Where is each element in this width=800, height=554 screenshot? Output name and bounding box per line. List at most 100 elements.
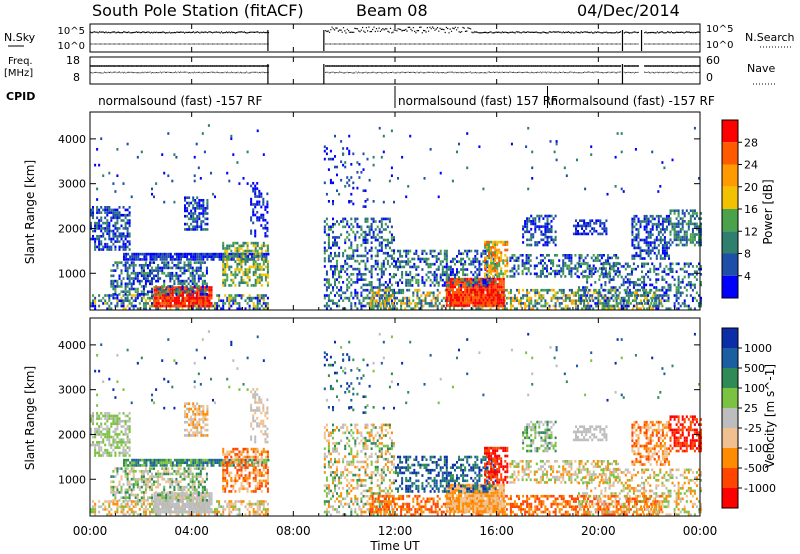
power-cell xyxy=(366,294,369,297)
power-cell xyxy=(490,269,493,273)
power-cell xyxy=(98,221,101,225)
power-cell xyxy=(332,288,335,292)
power-cell xyxy=(187,307,190,311)
power-cell xyxy=(544,214,547,218)
power-cell xyxy=(254,268,257,271)
power-cell xyxy=(482,252,485,256)
power-cell xyxy=(655,214,658,218)
power-cell xyxy=(630,273,633,276)
power-cell xyxy=(651,241,654,244)
power-cell xyxy=(560,275,563,278)
power-cell xyxy=(112,208,115,212)
power-cell xyxy=(681,222,684,226)
power-cell xyxy=(167,255,170,259)
power-cell xyxy=(700,302,703,305)
power-cell xyxy=(201,287,204,291)
power-cell xyxy=(252,307,255,311)
power-cell xyxy=(92,304,95,308)
power-cell xyxy=(665,228,668,231)
power-cell xyxy=(140,293,143,296)
power-cell xyxy=(114,269,117,272)
power-cell xyxy=(558,269,561,273)
power-cell xyxy=(198,212,201,215)
power-cell xyxy=(202,252,205,256)
power-cell xyxy=(342,281,345,284)
power-cell xyxy=(530,214,533,218)
power-cell xyxy=(527,254,530,257)
power-cell xyxy=(528,304,531,308)
power-cell xyxy=(374,238,377,242)
power-cell xyxy=(584,275,587,278)
velocity-cell xyxy=(124,502,127,506)
power-cell xyxy=(142,307,145,311)
power-cell xyxy=(675,230,678,234)
power-cell xyxy=(122,182,125,185)
power-cell xyxy=(460,304,463,307)
power-cell xyxy=(663,249,666,252)
power-cell xyxy=(606,296,609,300)
power-cell xyxy=(393,265,396,268)
power-cell xyxy=(254,195,257,198)
power-cell xyxy=(323,230,326,234)
power-cell xyxy=(408,304,411,308)
power-cell xyxy=(134,290,137,294)
power-cell xyxy=(631,230,634,234)
power-cell xyxy=(100,137,103,141)
power-cell xyxy=(611,307,614,311)
power-cell xyxy=(407,284,410,287)
power-cell xyxy=(592,264,595,268)
power-cell xyxy=(149,271,152,275)
nsearch-tick-bottom: 10^0 xyxy=(706,40,733,51)
power-cell xyxy=(661,222,664,226)
power-cell xyxy=(175,264,178,267)
power-cell xyxy=(327,286,330,289)
power-cell xyxy=(675,291,678,295)
power-cell xyxy=(114,208,117,212)
power-cell xyxy=(665,299,668,303)
power-cell xyxy=(344,225,347,229)
power-cell xyxy=(632,262,635,266)
power-cell xyxy=(183,266,186,270)
power-cell xyxy=(641,249,644,252)
power-cell xyxy=(582,286,585,289)
power-cell xyxy=(526,288,529,292)
power-cell xyxy=(679,235,682,239)
power-cell xyxy=(592,254,595,257)
power-cell xyxy=(218,294,221,297)
power-cell xyxy=(370,265,373,268)
power-cell xyxy=(371,302,374,305)
power-cell xyxy=(500,251,503,254)
power-cell xyxy=(417,278,420,282)
power-cell xyxy=(155,252,158,256)
power-cell xyxy=(647,246,650,250)
power-cell xyxy=(370,225,373,229)
power-cell xyxy=(609,256,612,260)
power-cell xyxy=(685,270,688,274)
power-cell xyxy=(128,232,131,236)
power-cell xyxy=(153,277,156,280)
velocity-cell xyxy=(138,508,141,511)
power-cell xyxy=(535,256,538,260)
velocity-cell xyxy=(151,502,154,506)
power-cell xyxy=(384,244,387,247)
power-cell xyxy=(323,283,326,287)
power-cell xyxy=(350,217,353,221)
power-cell xyxy=(492,261,495,265)
power-cell xyxy=(488,243,491,247)
power-cell xyxy=(179,274,182,278)
power-cell xyxy=(114,248,117,251)
power-cell xyxy=(106,208,109,212)
power-cell xyxy=(116,264,119,267)
power-cell xyxy=(492,304,495,307)
power-cell xyxy=(657,244,660,247)
power-cell xyxy=(240,265,243,269)
power-cell xyxy=(647,230,650,234)
power-cell xyxy=(96,187,99,191)
power-cell xyxy=(486,262,489,266)
power-cell xyxy=(338,222,341,226)
power-cell xyxy=(142,277,145,280)
power-cell xyxy=(376,307,379,311)
power-cell xyxy=(234,302,237,305)
power-cell xyxy=(368,228,371,231)
power-cell xyxy=(181,287,184,291)
